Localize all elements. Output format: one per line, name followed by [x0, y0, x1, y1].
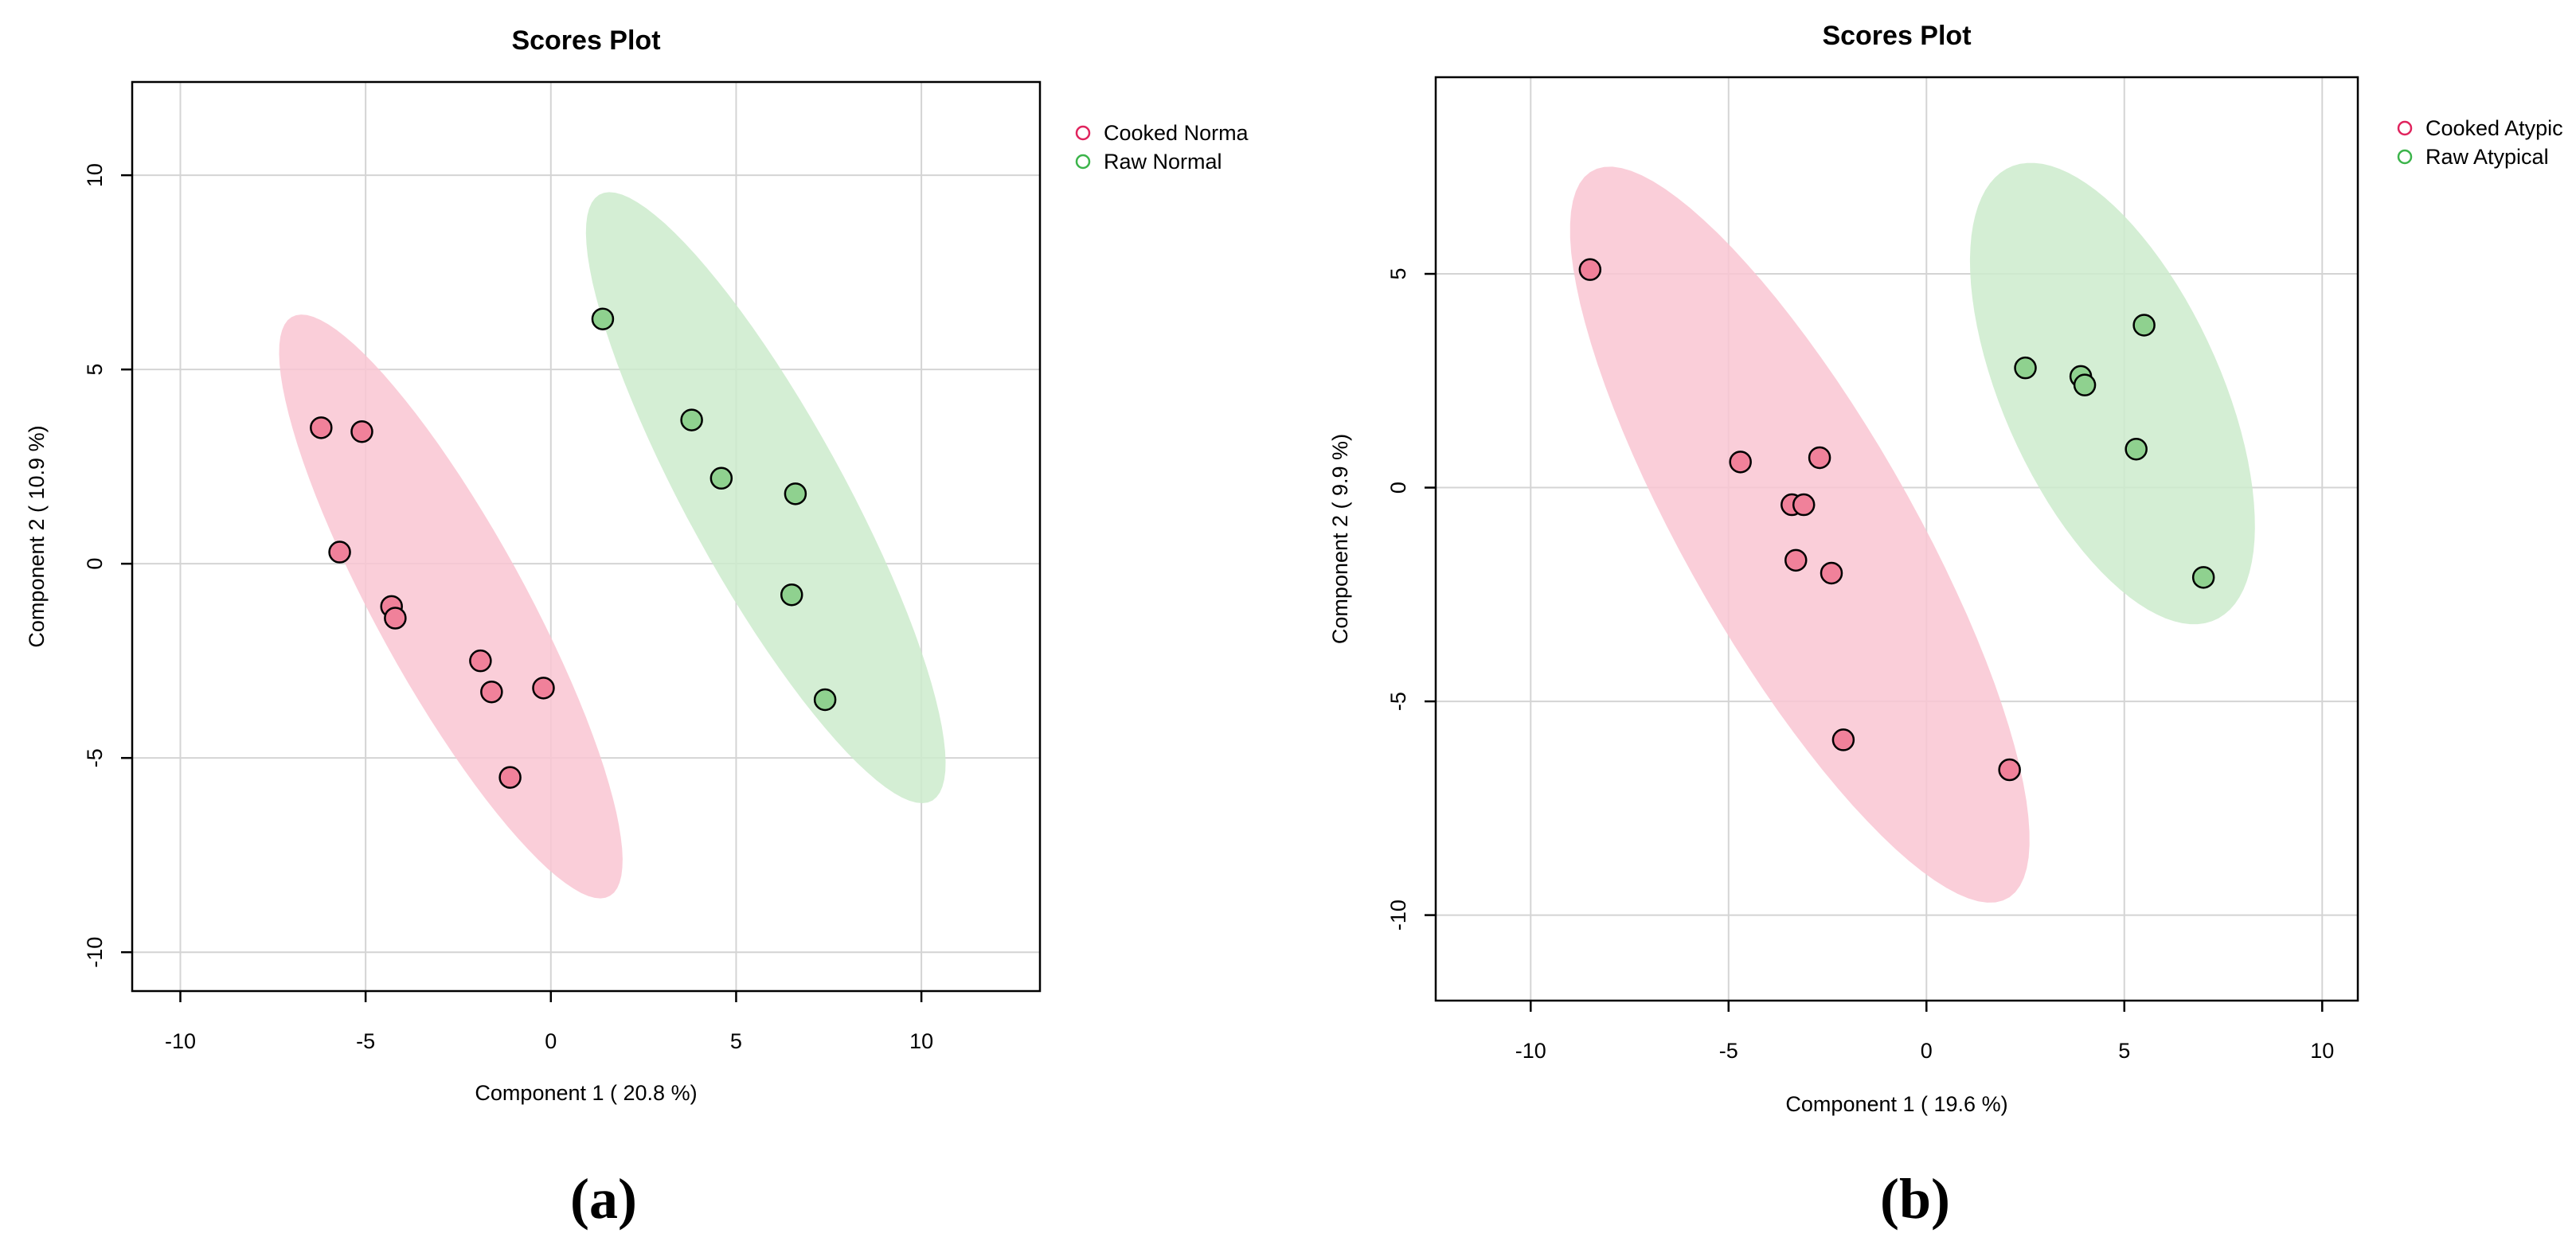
- point-cooked-atypical: [1998, 758, 2021, 782]
- legend-label: Cooked Atypic: [2426, 116, 2563, 140]
- point-raw-normal: [784, 482, 807, 505]
- point-raw-atypical: [2132, 314, 2156, 337]
- y-tick-label: 0: [1386, 482, 1410, 494]
- point-cooked-normal: [498, 766, 522, 789]
- x-tick-label: -5: [1719, 1039, 1738, 1063]
- x-axis: -10 -5 0 5 10: [1515, 1001, 2334, 1063]
- point-cooked-normal: [350, 420, 373, 443]
- legend-label: Cooked Norma: [1104, 121, 1249, 145]
- x-tick-label: -10: [165, 1029, 196, 1053]
- x-tick-label: 10: [909, 1029, 933, 1053]
- y-tick-label: -10: [1386, 900, 1410, 931]
- point-raw-normal: [709, 466, 733, 490]
- x-axis-title: Component 1 ( 20.8 %): [475, 1081, 697, 1105]
- point-cooked-normal: [532, 677, 555, 700]
- point-cooked-normal: [480, 680, 503, 704]
- point-raw-normal: [680, 408, 703, 431]
- panel-label: (a): [570, 1167, 637, 1231]
- x-tick-label: 10: [2310, 1039, 2334, 1063]
- point-cooked-atypical: [1729, 451, 1752, 474]
- legend: Cooked Atypic Raw Atypical: [2397, 116, 2563, 169]
- point-cooked-atypical: [1578, 258, 1602, 281]
- point-raw-atypical: [2014, 356, 2037, 380]
- points: [310, 307, 837, 789]
- y-tick-label: -10: [83, 937, 107, 968]
- plot-frame: [131, 80, 1042, 993]
- legend-label: Raw Normal: [1104, 150, 1222, 174]
- x-tick-label: 0: [1921, 1039, 1933, 1063]
- x-tick-label: 5: [2118, 1039, 2130, 1063]
- point-cooked-normal: [469, 649, 492, 673]
- point-raw-normal: [780, 583, 803, 607]
- legend: Cooked Norma Raw Normal: [1075, 121, 1249, 174]
- ellipse-cooked-atypical: [1569, 166, 2030, 903]
- y-tick-label: 10: [83, 163, 107, 187]
- point-cooked-normal: [328, 541, 351, 564]
- legend-marker: [2397, 120, 2413, 136]
- legend-marker: [1075, 154, 1091, 170]
- point-raw-atypical: [2073, 373, 2097, 396]
- y-tick-label: 5: [83, 364, 107, 376]
- x-tick-label: 0: [545, 1029, 557, 1053]
- point-raw-atypical: [2125, 437, 2148, 461]
- ellipse-raw-normal: [585, 192, 946, 803]
- y-axis-title: Component 2 ( 10.9 %): [25, 425, 49, 647]
- point-cooked-atypical: [1808, 446, 1831, 470]
- panel-label: (b): [1880, 1167, 1950, 1231]
- y-tick-label: -5: [1386, 692, 1410, 711]
- grid: [132, 82, 1040, 991]
- point-cooked-atypical: [1792, 493, 1816, 517]
- point-raw-normal: [591, 307, 615, 330]
- confidence-ellipses: [279, 192, 946, 899]
- y-axis: -10 -5 0 5: [1386, 268, 1436, 931]
- x-axis: -10 -5 0 5 10: [165, 991, 933, 1053]
- chart-title: Scores Plot: [1822, 21, 1971, 51]
- point-cooked-normal: [310, 416, 333, 439]
- plot-frame: [1434, 76, 2359, 1002]
- y-axis: -10 -5 0 5 10: [83, 163, 132, 968]
- y-axis-title: Component 2 ( 9.9 %): [1328, 434, 1352, 644]
- x-tick-label: -5: [356, 1029, 375, 1053]
- x-axis-title: Component 1 ( 19.6 %): [1785, 1092, 2007, 1116]
- x-tick-label: -10: [1515, 1039, 1546, 1063]
- point-cooked-atypical: [1831, 728, 1855, 751]
- confidence-ellipses: [1569, 162, 2255, 903]
- legend-marker: [1075, 125, 1091, 141]
- points: [1578, 258, 2215, 782]
- ellipse-cooked-normal: [279, 314, 623, 899]
- scores-plot-a: -10 -5 0 5 10 -10 -5 0 5 10 Scores Plot Component 1…: [25, 25, 1249, 1231]
- legend-marker: [2397, 149, 2413, 165]
- chart-title: Scores Plot: [511, 25, 660, 56]
- y-tick-label: 0: [83, 558, 107, 570]
- y-tick-label: 5: [1386, 268, 1410, 280]
- point-cooked-normal: [384, 607, 407, 630]
- point-raw-atypical: [2191, 566, 2215, 589]
- legend-label: Raw Atypical: [2426, 145, 2549, 169]
- scores-plot-b: -10 -5 0 5 10 -10 -5 0 5 Scores Plot Component 1 (…: [1328, 21, 2562, 1231]
- ellipse-raw-atypical: [1969, 162, 2255, 625]
- y-tick-label: -5: [83, 748, 107, 767]
- point-cooked-atypical: [1820, 561, 1843, 585]
- x-tick-label: 5: [730, 1029, 742, 1053]
- point-cooked-atypical: [1784, 548, 1808, 572]
- point-raw-normal: [813, 688, 837, 712]
